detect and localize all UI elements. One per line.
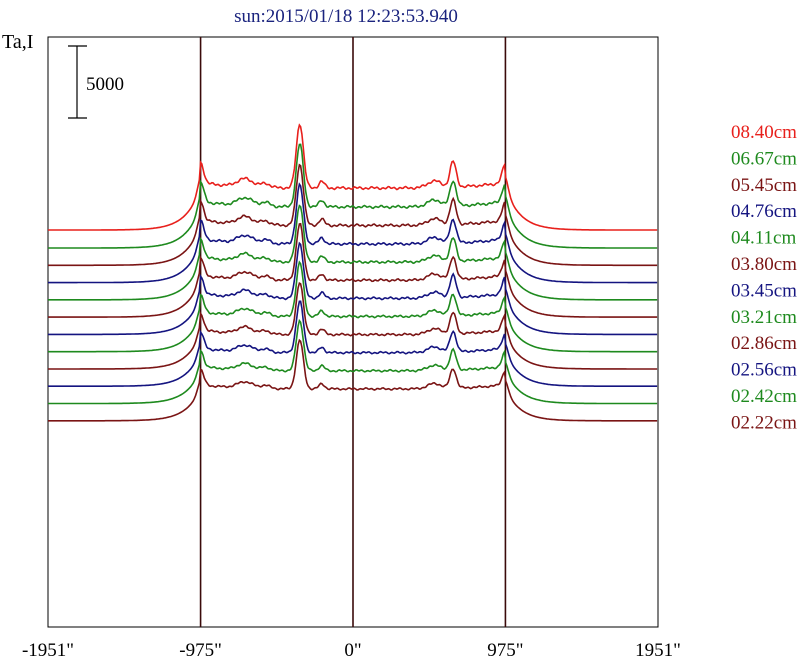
x-tick-label-1: -975" <box>179 640 222 661</box>
legend-entry-02.56cm: 02.56cm <box>731 360 797 381</box>
series-line-05.45cm <box>48 163 658 267</box>
legend-entry-04.76cm: 04.76cm <box>731 201 797 222</box>
series-line-02.42cm <box>48 318 658 405</box>
x-tick-label-4: 1951" <box>635 640 681 661</box>
series-line-03.45cm <box>48 241 658 336</box>
legend-entry-03.45cm: 03.45cm <box>731 280 797 301</box>
legend: 08.40cm 06.67cm 05.45cm 04.76cm 04.11cm 03.80… <box>731 122 797 433</box>
series-line-06.67cm <box>48 143 658 249</box>
x-tick-label-0: -1951" <box>22 640 74 661</box>
x-tick-label-2: 0" <box>344 640 361 661</box>
series-line-03.21cm <box>48 260 658 353</box>
series-line-04.11cm <box>48 204 658 301</box>
legend-entry-06.67cm: 06.67cm <box>731 148 797 169</box>
series-line-02.22cm <box>48 338 658 422</box>
y-axis-label: Ta,I <box>2 31 33 53</box>
chart-title: sun:2015/01/18 12:23:53.940 <box>234 6 458 27</box>
legend-entry-02.86cm: 02.86cm <box>731 333 797 354</box>
series-layer <box>48 123 658 422</box>
scale-bar: 5000 <box>68 45 124 119</box>
legend-entry-02.22cm: 02.22cm <box>731 412 797 433</box>
legend-entry-08.40cm: 08.40cm <box>731 122 797 143</box>
legend-entry-02.42cm: 02.42cm <box>731 386 797 407</box>
legend-entry-03.80cm: 03.80cm <box>731 254 797 275</box>
legend-entry-03.21cm: 03.21cm <box>731 307 797 328</box>
series-line-04.76cm <box>48 182 658 284</box>
series-line-02.86cm <box>48 282 658 370</box>
series-line-03.80cm <box>48 222 658 318</box>
x-tick-labels: -1951" -975" 0" 975" 1951" <box>22 640 681 661</box>
series-line-08.40cm <box>48 123 658 231</box>
series-line-02.56cm <box>48 300 658 388</box>
legend-entry-05.45cm: 05.45cm <box>731 175 797 196</box>
x-tick-label-3: 975" <box>487 640 523 661</box>
legend-entry-04.11cm: 04.11cm <box>731 228 796 249</box>
scale-bar-label: 5000 <box>86 74 124 95</box>
